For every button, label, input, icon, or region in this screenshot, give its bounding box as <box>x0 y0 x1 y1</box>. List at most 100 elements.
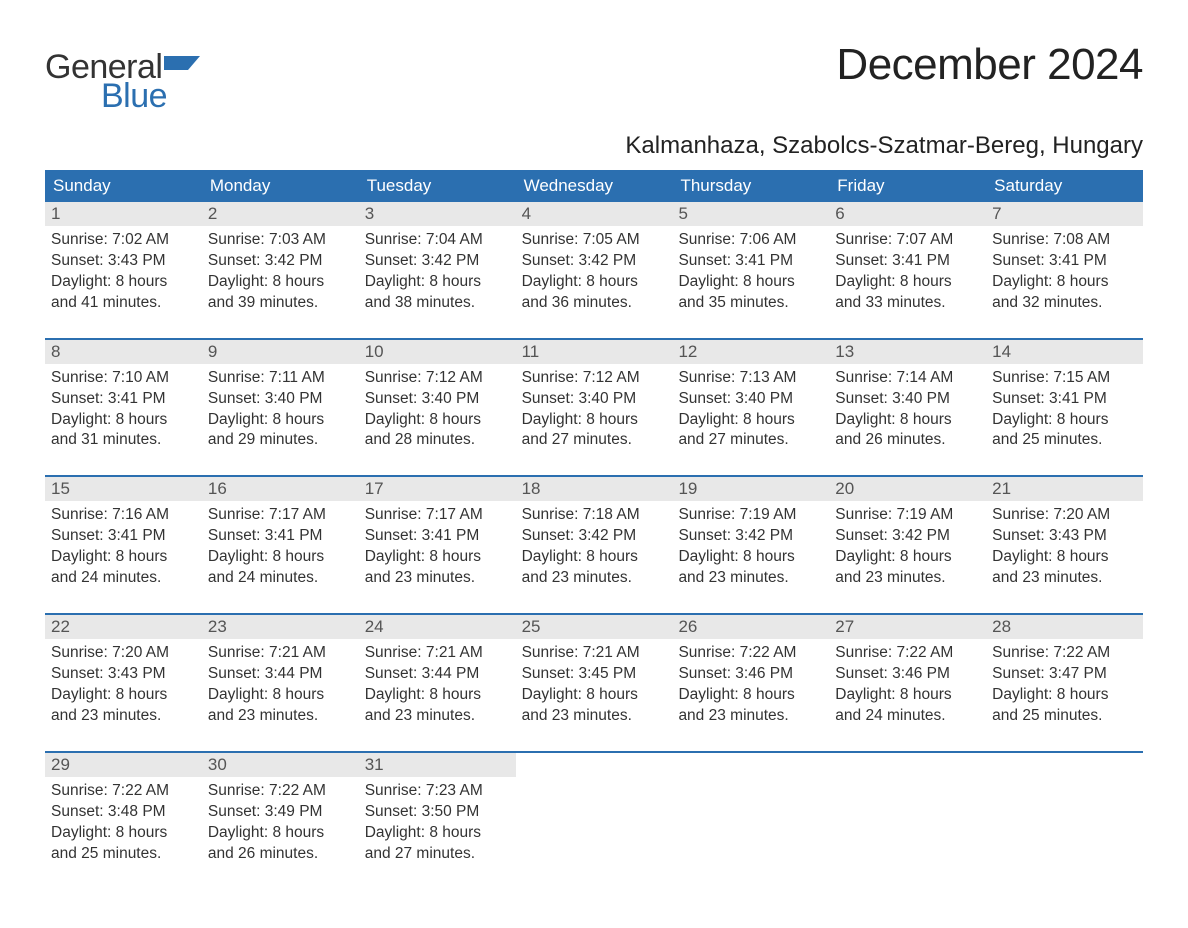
daylight-line-1: Daylight: 8 hours <box>835 272 980 293</box>
sunrise-text: Sunrise: 7:04 AM <box>365 230 510 251</box>
daylight-line-2: and 24 minutes. <box>835 706 980 727</box>
daylight-line-2: and 25 minutes. <box>992 706 1137 727</box>
day-cell: Sunrise: 7:12 AMSunset: 3:40 PMDaylight:… <box>516 364 673 458</box>
sunset-text: Sunset: 3:41 PM <box>51 389 196 410</box>
sunset-text: Sunset: 3:42 PM <box>365 251 510 272</box>
weekday-cell: Friday <box>829 170 986 202</box>
day-number: 4 <box>516 202 673 226</box>
day-cell: Sunrise: 7:21 AMSunset: 3:45 PMDaylight:… <box>516 639 673 733</box>
day-number <box>829 753 986 777</box>
day-cell <box>672 777 829 871</box>
day-number: 29 <box>45 753 202 777</box>
daylight-line-2: and 41 minutes. <box>51 293 196 314</box>
day-cell: Sunrise: 7:10 AMSunset: 3:41 PMDaylight:… <box>45 364 202 458</box>
day-number: 7 <box>986 202 1143 226</box>
day-content-row: Sunrise: 7:22 AMSunset: 3:48 PMDaylight:… <box>45 777 1143 871</box>
day-number: 5 <box>672 202 829 226</box>
flag-icon <box>164 56 200 83</box>
sunset-text: Sunset: 3:41 PM <box>678 251 823 272</box>
weekday-cell: Wednesday <box>516 170 673 202</box>
day-cell: Sunrise: 7:03 AMSunset: 3:42 PMDaylight:… <box>202 226 359 320</box>
day-number: 18 <box>516 477 673 501</box>
day-number-row: 293031 <box>45 753 1143 777</box>
brand-word-2: Blue <box>101 77 167 116</box>
day-number: 21 <box>986 477 1143 501</box>
day-cell: Sunrise: 7:20 AMSunset: 3:43 PMDaylight:… <box>45 639 202 733</box>
day-number: 22 <box>45 615 202 639</box>
daylight-line-1: Daylight: 8 hours <box>992 410 1137 431</box>
daylight-line-2: and 35 minutes. <box>678 293 823 314</box>
sunrise-text: Sunrise: 7:18 AM <box>522 505 667 526</box>
day-number: 30 <box>202 753 359 777</box>
daylight-line-1: Daylight: 8 hours <box>365 272 510 293</box>
day-cell <box>829 777 986 871</box>
day-cell: Sunrise: 7:07 AMSunset: 3:41 PMDaylight:… <box>829 226 986 320</box>
daylight-line-2: and 23 minutes. <box>992 568 1137 589</box>
sunset-text: Sunset: 3:40 PM <box>522 389 667 410</box>
sunset-text: Sunset: 3:42 PM <box>835 526 980 547</box>
day-content-row: Sunrise: 7:02 AMSunset: 3:43 PMDaylight:… <box>45 226 1143 320</box>
day-number: 24 <box>359 615 516 639</box>
sunset-text: Sunset: 3:42 PM <box>678 526 823 547</box>
day-cell: Sunrise: 7:17 AMSunset: 3:41 PMDaylight:… <box>359 501 516 595</box>
sunrise-text: Sunrise: 7:11 AM <box>208 368 353 389</box>
daylight-line-1: Daylight: 8 hours <box>522 685 667 706</box>
sunset-text: Sunset: 3:41 PM <box>51 526 196 547</box>
day-cell: Sunrise: 7:13 AMSunset: 3:40 PMDaylight:… <box>672 364 829 458</box>
daylight-line-1: Daylight: 8 hours <box>992 685 1137 706</box>
sunset-text: Sunset: 3:41 PM <box>992 389 1137 410</box>
daylight-line-1: Daylight: 8 hours <box>365 547 510 568</box>
sunrise-text: Sunrise: 7:16 AM <box>51 505 196 526</box>
day-cell: Sunrise: 7:06 AMSunset: 3:41 PMDaylight:… <box>672 226 829 320</box>
week-block: 293031Sunrise: 7:22 AMSunset: 3:48 PMDay… <box>45 751 1143 871</box>
sunrise-text: Sunrise: 7:08 AM <box>992 230 1137 251</box>
day-cell: Sunrise: 7:04 AMSunset: 3:42 PMDaylight:… <box>359 226 516 320</box>
sunset-text: Sunset: 3:50 PM <box>365 802 510 823</box>
daylight-line-1: Daylight: 8 hours <box>678 685 823 706</box>
sunset-text: Sunset: 3:44 PM <box>208 664 353 685</box>
sunrise-text: Sunrise: 7:21 AM <box>522 643 667 664</box>
day-number-row: 891011121314 <box>45 340 1143 364</box>
sunset-text: Sunset: 3:41 PM <box>835 251 980 272</box>
daylight-line-2: and 27 minutes. <box>365 844 510 865</box>
day-cell <box>986 777 1143 871</box>
sunset-text: Sunset: 3:42 PM <box>522 526 667 547</box>
daylight-line-1: Daylight: 8 hours <box>992 547 1137 568</box>
day-cell: Sunrise: 7:21 AMSunset: 3:44 PMDaylight:… <box>359 639 516 733</box>
daylight-line-2: and 23 minutes. <box>51 706 196 727</box>
daylight-line-1: Daylight: 8 hours <box>208 410 353 431</box>
daylight-line-1: Daylight: 8 hours <box>992 272 1137 293</box>
sunset-text: Sunset: 3:42 PM <box>208 251 353 272</box>
daylight-line-2: and 32 minutes. <box>992 293 1137 314</box>
daylight-line-2: and 23 minutes. <box>365 568 510 589</box>
daylight-line-2: and 38 minutes. <box>365 293 510 314</box>
daylight-line-1: Daylight: 8 hours <box>678 410 823 431</box>
location-text: Kalmanhaza, Szabolcs-Szatmar-Bereg, Hung… <box>45 132 1143 160</box>
daylight-line-2: and 31 minutes. <box>51 430 196 451</box>
daylight-line-1: Daylight: 8 hours <box>522 272 667 293</box>
sunrise-text: Sunrise: 7:23 AM <box>365 781 510 802</box>
daylight-line-2: and 23 minutes. <box>522 568 667 589</box>
daylight-line-1: Daylight: 8 hours <box>208 823 353 844</box>
weekday-cell: Sunday <box>45 170 202 202</box>
daylight-line-2: and 23 minutes. <box>208 706 353 727</box>
week-block: 891011121314Sunrise: 7:10 AMSunset: 3:41… <box>45 338 1143 458</box>
daylight-line-2: and 28 minutes. <box>365 430 510 451</box>
day-number: 23 <box>202 615 359 639</box>
weekday-header-row: SundayMondayTuesdayWednesdayThursdayFrid… <box>45 170 1143 202</box>
week-block: 22232425262728Sunrise: 7:20 AMSunset: 3:… <box>45 613 1143 733</box>
day-cell: Sunrise: 7:23 AMSunset: 3:50 PMDaylight:… <box>359 777 516 871</box>
daylight-line-1: Daylight: 8 hours <box>51 685 196 706</box>
daylight-line-1: Daylight: 8 hours <box>208 685 353 706</box>
sunset-text: Sunset: 3:41 PM <box>992 251 1137 272</box>
weekday-cell: Saturday <box>986 170 1143 202</box>
sunset-text: Sunset: 3:44 PM <box>365 664 510 685</box>
sunrise-text: Sunrise: 7:14 AM <box>835 368 980 389</box>
day-cell: Sunrise: 7:19 AMSunset: 3:42 PMDaylight:… <box>672 501 829 595</box>
sunset-text: Sunset: 3:41 PM <box>208 526 353 547</box>
sunrise-text: Sunrise: 7:22 AM <box>992 643 1137 664</box>
day-cell: Sunrise: 7:05 AMSunset: 3:42 PMDaylight:… <box>516 226 673 320</box>
day-number-row: 22232425262728 <box>45 615 1143 639</box>
day-cell: Sunrise: 7:22 AMSunset: 3:46 PMDaylight:… <box>829 639 986 733</box>
sunrise-text: Sunrise: 7:19 AM <box>678 505 823 526</box>
